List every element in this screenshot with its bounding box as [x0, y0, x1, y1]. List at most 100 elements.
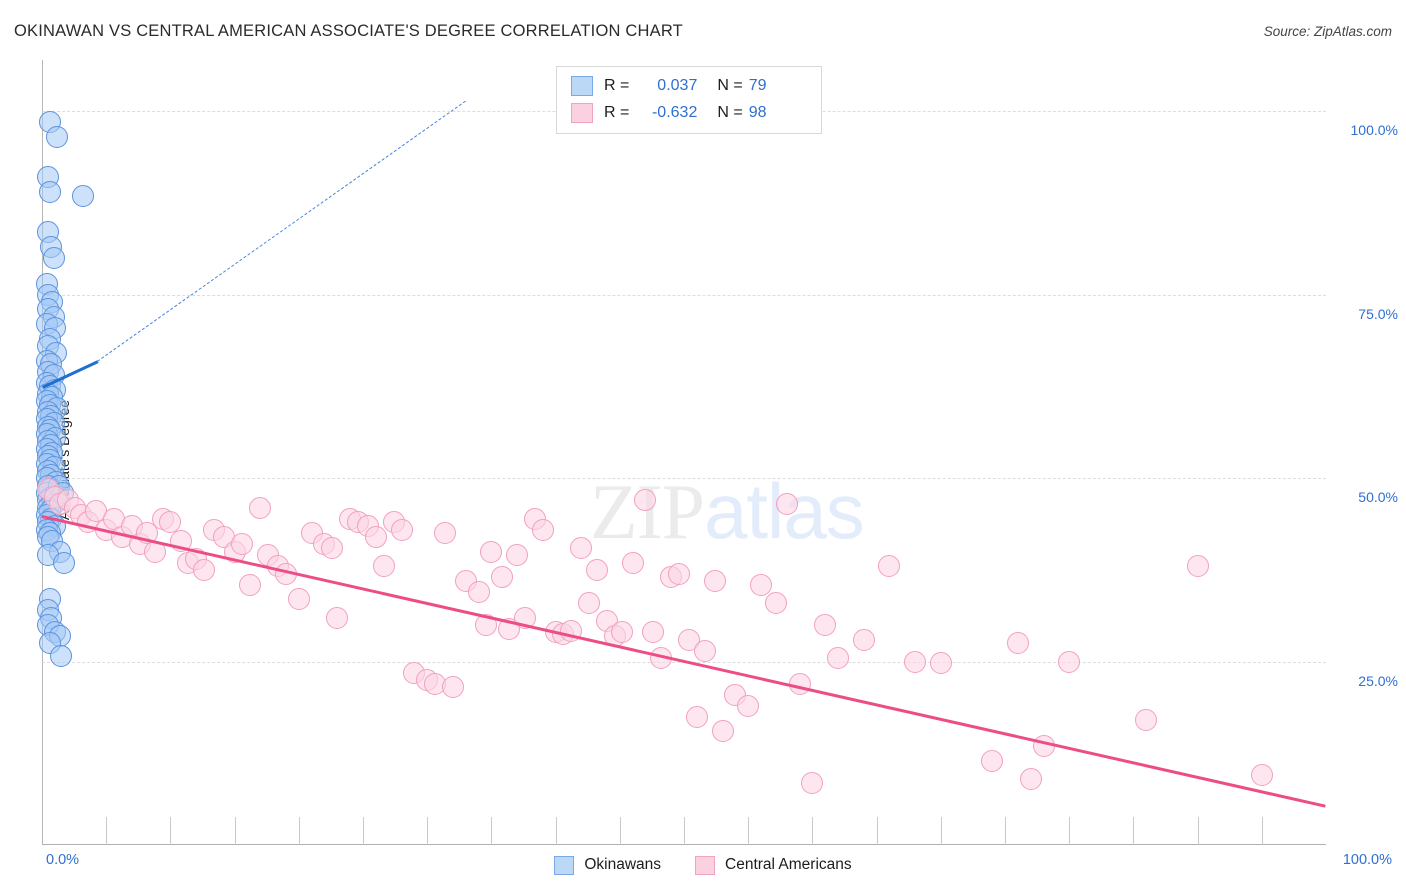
data-point: [467, 580, 490, 603]
x-axis-tick: [812, 817, 814, 845]
x-axis-label-max: 100.0%: [1342, 852, 1392, 868]
data-point: [560, 619, 582, 642]
data-point: [693, 639, 716, 662]
plot-area: ZIPatlas: [36, 60, 1326, 845]
x-axis-tick: [619, 817, 621, 845]
data-point: [1019, 767, 1042, 790]
data-point: [621, 551, 644, 574]
correlation-legend: R = 0.037 N = 79 R = -0.632 N = 98: [556, 66, 822, 134]
x-axis-tick: [234, 817, 236, 845]
legend-swatch-pink: [571, 103, 593, 123]
data-point: [585, 558, 608, 581]
legend-item-okinawans[interactable]: Okinawans: [554, 855, 662, 875]
legend-r-value-blue: 0.037: [657, 77, 698, 94]
legend-r-value-pink: -0.632: [651, 104, 698, 121]
legend-row-central-americans: R = -0.632 N = 98: [571, 100, 766, 126]
x-axis-tick: [427, 817, 429, 845]
x-axis-tick: [748, 817, 750, 845]
data-point: [72, 184, 95, 207]
data-point: [667, 562, 690, 585]
source-label: Source: ZipAtlas.com: [1263, 24, 1392, 39]
y-axis-tick-label: 75.0%: [1358, 305, 1398, 322]
data-point: [685, 705, 708, 728]
legend-swatch-blue: [571, 76, 593, 96]
x-axis-tick: [940, 817, 942, 845]
data-point: [364, 525, 387, 548]
x-axis-tick: [298, 817, 300, 845]
data-point: [1032, 734, 1055, 757]
data-point: [249, 496, 272, 519]
data-point: [52, 551, 75, 574]
data-point: [775, 492, 798, 515]
data-point: [649, 646, 672, 669]
data-point: [788, 672, 811, 695]
legend-r-label-blue: R =: [604, 77, 630, 94]
x-axis-tick: [684, 817, 685, 845]
data-point: [577, 591, 600, 614]
data-point: [711, 720, 734, 743]
x-axis-tick: [363, 817, 364, 845]
data-point: [1135, 709, 1158, 732]
x-axis-tick: [1069, 817, 1071, 845]
legend-swatch-central-americans: [695, 855, 716, 875]
data-point: [634, 489, 657, 512]
data-point: [827, 646, 850, 669]
legend-label-central-americans: Central Americans: [725, 856, 852, 873]
gridline-750: [42, 294, 1326, 296]
y-axis-title-wrap: Associate's Degree: [10, 360, 72, 560]
data-point: [513, 606, 536, 629]
legend-n-label-blue: N =: [717, 77, 743, 94]
data-point: [321, 536, 344, 559]
data-point: [878, 555, 901, 578]
data-point: [801, 771, 824, 794]
data-point: [434, 522, 457, 545]
data-point: [765, 591, 788, 614]
legend-label-okinawans: Okinawans: [584, 856, 662, 873]
legend-swatch-okinawans: [554, 855, 575, 875]
x-axis-tick: [555, 817, 557, 845]
data-point: [814, 613, 837, 636]
data-point: [1006, 632, 1029, 655]
data-point: [326, 606, 349, 629]
legend-row-okinawans: R = 0.037 N = 79: [571, 73, 766, 99]
data-point: [737, 694, 760, 717]
data-point: [169, 529, 192, 552]
x-axis-tick: [876, 817, 878, 845]
data-point: [611, 621, 634, 644]
gridline-500: [42, 478, 1326, 480]
data-point: [231, 533, 254, 556]
x-axis-tick: [1197, 817, 1199, 845]
data-point: [159, 511, 182, 534]
data-point: [192, 558, 215, 581]
data-point: [143, 540, 166, 563]
data-point: [570, 536, 593, 559]
data-point: [490, 566, 513, 589]
data-point: [441, 676, 464, 699]
y-axis-tick-label: 25.0%: [1358, 672, 1398, 689]
legend-item-central-americans[interactable]: Central Americans: [695, 855, 852, 875]
data-point: [904, 650, 927, 673]
series-legend: Okinawans Central Americans: [0, 848, 1406, 882]
data-point: [274, 562, 297, 585]
data-point: [390, 518, 413, 541]
data-point: [642, 621, 665, 644]
x-axis-label-min: 0.0%: [46, 852, 80, 868]
trendline-okinawans-extension: [97, 100, 467, 362]
legend-n-label-pink: N =: [717, 104, 743, 121]
data-point: [852, 628, 875, 651]
y-axis-tick-label: 100.0%: [1350, 122, 1398, 139]
data-point: [38, 181, 61, 204]
gridline-250: [42, 661, 1326, 663]
legend-r-label-pink: R =: [604, 104, 630, 121]
y-axis-tick-label: 50.0%: [1358, 489, 1398, 506]
data-point: [981, 749, 1004, 772]
data-point: [929, 652, 952, 675]
data-point: [46, 126, 69, 149]
x-axis-tick: [1005, 817, 1006, 845]
data-point: [287, 588, 310, 611]
data-point: [239, 573, 261, 596]
data-point: [372, 555, 395, 578]
x-axis-tick: [491, 817, 493, 845]
data-point: [42, 247, 65, 270]
